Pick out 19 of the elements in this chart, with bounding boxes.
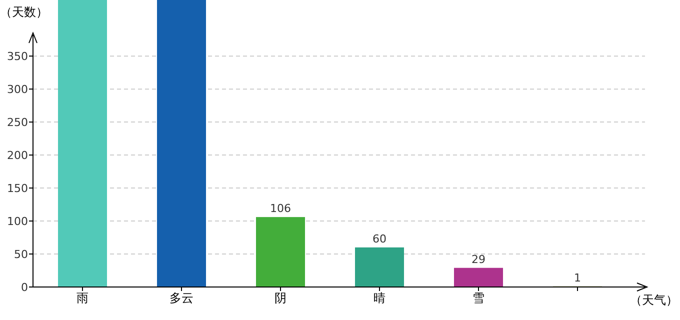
x-tick-label: 晴 [374,291,386,305]
data-label: 60 [372,232,386,246]
y-tick-label: 300 [7,83,28,96]
x-axis-title: （天气） [630,293,678,307]
y-tick-label: 350 [7,50,28,64]
y-tick-label: 200 [7,149,28,162]
x-tick-label: 雪 [472,291,484,305]
data-label: 29 [472,252,486,266]
y-axis-title: （天数） [0,5,48,19]
x-tick-label: 阴 [274,291,286,305]
x-tick-label: 雨 [76,291,88,305]
x-tick-label: 多云 [170,291,194,305]
data-label: 106 [270,202,291,216]
y-tick-label: 100 [7,215,28,228]
y-tick-label: 0 [21,281,28,294]
y-tick-label: 150 [7,182,28,196]
y-tick-label: 50 [14,248,28,262]
data-label: 1 [574,271,581,284]
y-tick-label: 250 [7,116,28,130]
